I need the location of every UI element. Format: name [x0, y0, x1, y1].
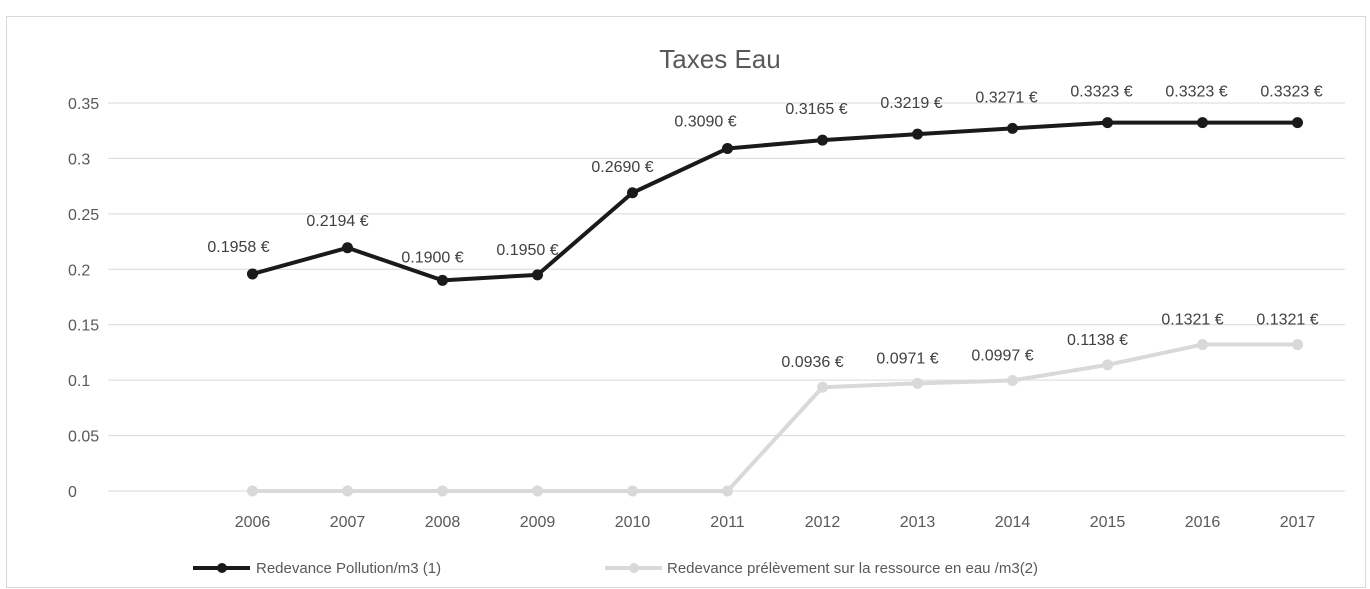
x-tick-label-2011: 2011	[710, 514, 745, 531]
series-lines	[247, 117, 1303, 497]
x-tick-label-2006: 2006	[235, 514, 271, 531]
y-tick-label-5: 0.25	[68, 207, 99, 224]
x-tick-label-2007: 2007	[330, 514, 366, 531]
x-tick-label-2014: 2014	[995, 514, 1031, 531]
data-point-s0-2013	[912, 128, 923, 140]
data-label-s1-2014: 0.0997 €	[971, 347, 1033, 364]
legend: Redevance Pollution/m3 (1) Redevance pré…	[193, 560, 1038, 577]
y-tick-label-2: 0.1	[68, 373, 90, 390]
data-point-s1-2014	[1007, 374, 1018, 386]
data-point-s1-2006	[247, 485, 258, 497]
data-point-s1-2012	[817, 381, 828, 393]
data-point-s0-2008	[437, 274, 448, 286]
data-point-s1-2007	[342, 485, 353, 497]
data-point-s1-2009	[532, 485, 543, 497]
data-label-s0-2013: 0.3219 €	[880, 95, 942, 112]
series-line-1	[252, 342, 1298, 493]
data-point-s0-2014	[1007, 122, 1018, 134]
x-tick-label-2008: 2008	[425, 514, 461, 531]
y-tick-label-7: 0.35	[68, 96, 99, 113]
data-point-s1-2016	[1197, 339, 1208, 351]
data-label-s1-2016: 0.1321 €	[1161, 312, 1223, 329]
data-label-s1-2013: 0.0971 €	[876, 350, 938, 367]
data-point-s1-2010	[627, 485, 638, 497]
data-point-s1-2011	[722, 485, 733, 497]
data-point-s0-2006	[247, 268, 258, 280]
data-point-s0-2015	[1102, 117, 1113, 129]
x-tick-label-2016: 2016	[1185, 514, 1221, 531]
legend-marker-pollution	[217, 563, 227, 573]
y-tick-label-4: 0.2	[68, 262, 90, 279]
data-label-s0-2011: 0.3090 €	[674, 113, 736, 130]
data-labels: 0.1958 € 0.2194 € 0.1900 € 0.1950 € 0.2690 €…	[207, 84, 1322, 372]
chart-title: Taxes Eau	[659, 44, 780, 74]
data-label-s1-2012: 0.0936 €	[781, 354, 843, 371]
legend-label-prelevement: Redevance prélèvement sur la ressource e…	[667, 560, 1038, 577]
y-tick-label-1: 0.05	[68, 429, 99, 446]
x-tick-label-2013: 2013	[900, 514, 936, 531]
data-label-s0-2014: 0.3271 €	[975, 89, 1037, 106]
data-point-s0-2007	[342, 242, 353, 254]
data-label-s0-2016: 0.3323 €	[1165, 84, 1227, 101]
x-tick-label-2009: 2009	[520, 514, 556, 531]
data-point-s0-2017	[1292, 117, 1303, 129]
data-point-s1-2017	[1292, 339, 1303, 351]
data-point-s1-2013	[912, 377, 923, 389]
x-axis-labels: 2006 2007 2008 2009 2010 2011 2012 2013 2014 2015…	[235, 514, 1316, 531]
x-tick-label-2010: 2010	[615, 514, 651, 531]
data-label-s0-2009: 0.1950 €	[496, 242, 558, 259]
y-tick-label-3: 0.15	[68, 318, 99, 335]
y-tick-label-6: 0.3	[68, 151, 90, 168]
data-label-s0-2015: 0.3323 €	[1070, 84, 1132, 101]
y-axis-labels: 0 0.05 0.1 0.15 0.2 0.25 0.3 0.35	[68, 96, 99, 501]
data-label-s0-2010: 0.2690 €	[591, 159, 653, 176]
data-point-s0-2010	[627, 187, 638, 199]
data-label-s0-2008: 0.1900 €	[401, 249, 463, 266]
data-label-s1-2015: 0.1138 €	[1067, 332, 1128, 349]
data-point-s0-2012	[817, 134, 828, 146]
gridlines	[108, 102, 1345, 492]
data-label-s1-2017: 0.1321 €	[1256, 312, 1318, 329]
data-point-s1-2015	[1102, 359, 1113, 371]
x-tick-label-2015: 2015	[1090, 514, 1126, 531]
data-label-s0-2012: 0.3165 €	[785, 101, 847, 118]
data-label-s0-2017: 0.3323 €	[1260, 84, 1322, 101]
data-point-s0-2011	[722, 142, 733, 154]
data-point-s0-2016	[1197, 117, 1208, 129]
x-tick-label-2017: 2017	[1280, 514, 1316, 531]
x-tick-label-2012: 2012	[805, 514, 841, 531]
series-line-0	[251, 120, 1298, 283]
data-label-s0-2006: 0.1958 €	[207, 239, 269, 256]
legend-label-pollution: Redevance Pollution/m3 (1)	[256, 560, 441, 577]
y-tick-label-0: 0	[68, 484, 77, 501]
legend-marker-prelevement	[629, 563, 639, 573]
data-point-s0-2009	[532, 269, 543, 281]
data-point-s1-2008	[437, 485, 448, 497]
data-label-s0-2007: 0.2194 €	[306, 213, 368, 230]
